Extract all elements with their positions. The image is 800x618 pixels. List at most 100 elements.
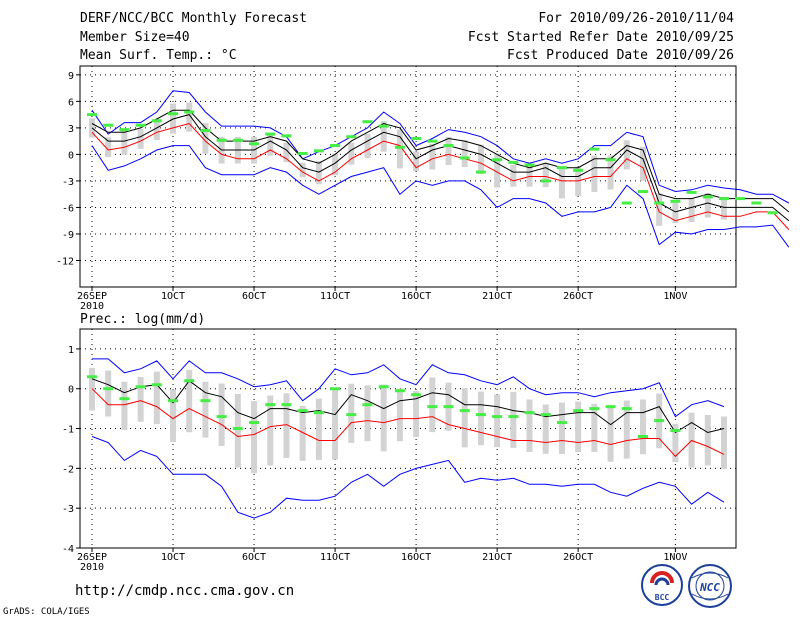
median-marker (751, 201, 762, 205)
ensemble-spread-box (332, 389, 339, 460)
ensemble-spread-box (202, 381, 209, 438)
x-tick-label: 11OCT (320, 552, 350, 563)
grads-credit: GrADS: COLA/IGES (3, 607, 90, 617)
ensemble-spread-box (153, 371, 160, 425)
ensemble-spread-box (234, 394, 241, 468)
ensemble-spread-box (153, 119, 160, 141)
median-marker (459, 409, 470, 413)
ensemble-spread-box (186, 102, 193, 132)
ensemble-spread-box (591, 155, 598, 192)
ensemble-spread-box (299, 406, 306, 461)
ensemble-spread-box (672, 423, 679, 463)
ensemble-spread-box (477, 391, 484, 446)
ensemble-spread-box (721, 416, 727, 470)
ensemble-spread-box (332, 153, 339, 176)
median-marker (281, 134, 292, 138)
forecast-period: For 2010/09/26-2010/11/04 (538, 11, 734, 26)
ensemble-spread-box (267, 133, 274, 156)
ensemble-spread-box (348, 142, 355, 165)
median-marker (735, 197, 746, 201)
y-tick-label: -6 (62, 203, 74, 214)
ensemble-spread-box (202, 123, 209, 154)
temperature-variable-label: Mean Surf. Temp.: °C (80, 48, 237, 63)
median-marker (411, 136, 422, 140)
ensemble-spread-box (510, 164, 517, 187)
median-marker (87, 113, 97, 117)
y-tick-label: -3 (62, 504, 74, 515)
x-tick-year-label: 2010 (80, 562, 104, 573)
median-marker (475, 413, 486, 417)
median-marker (232, 138, 243, 142)
median-marker (443, 405, 454, 409)
y-tick-label: -1 (62, 425, 74, 436)
ensemble-spread-box (639, 399, 646, 455)
median-marker (637, 435, 648, 439)
ensemble-spread-box (364, 385, 371, 442)
x-tick-label: 6OCT (242, 291, 266, 302)
median-marker (556, 166, 567, 170)
median-marker (103, 123, 114, 127)
ensemble-spread-box (89, 118, 95, 138)
ensemble-spread-box (105, 370, 112, 417)
median-marker (573, 168, 584, 172)
ensemble-spread-box (623, 400, 630, 459)
ensemble-spread-box (380, 384, 387, 452)
median-marker (346, 135, 357, 139)
median-marker (394, 145, 405, 149)
chart-title: DERF/NCC/BCC Monthly Forecast (80, 11, 307, 26)
x-tick-label: 1OCT (161, 291, 185, 302)
median-marker (168, 112, 179, 116)
y-tick-label: 0 (68, 385, 74, 396)
median-marker (378, 124, 389, 128)
median-marker (637, 190, 648, 194)
median-marker (103, 387, 114, 391)
median-marker (265, 132, 276, 136)
x-tick-label: 26OCT (563, 291, 593, 302)
y-tick-label: -9 (62, 230, 74, 241)
median-marker (330, 144, 341, 148)
x-tick-label: 26SEP (77, 291, 107, 302)
median-marker (686, 190, 697, 194)
median-marker (313, 149, 324, 153)
median-marker (119, 128, 130, 132)
median-marker (670, 429, 681, 433)
median-marker (573, 409, 584, 413)
ensemble-spread-box (494, 153, 501, 188)
median-marker (216, 138, 227, 142)
median-marker (767, 211, 778, 215)
ensemble-spread-box (429, 377, 436, 433)
median-marker (508, 160, 519, 164)
median-marker (556, 421, 567, 425)
median-marker (670, 199, 681, 203)
median-marker (394, 389, 405, 393)
median-marker (168, 399, 179, 403)
median-marker (621, 201, 632, 205)
ensemble-spread-box (510, 392, 517, 448)
ensemble-spread-box (137, 128, 144, 149)
ensemble-spread-box (704, 415, 711, 466)
median-marker (605, 405, 616, 409)
series-line-mean (91, 378, 725, 434)
median-marker (492, 415, 503, 419)
series-line-max (92, 358, 725, 418)
ensemble-spread-box (121, 381, 128, 430)
ensemble-spread-box (396, 129, 403, 169)
member-size: Member Size=40 (80, 30, 190, 45)
y-tick-label: 9 (68, 71, 74, 82)
ensemble-spread-box (396, 388, 403, 442)
median-marker (346, 413, 357, 417)
median-marker (184, 379, 195, 383)
median-marker (443, 144, 454, 148)
median-marker (151, 119, 162, 123)
series-line-p25 (91, 122, 790, 230)
median-marker (605, 158, 616, 162)
ensemble-spread-box (721, 196, 727, 220)
x-tick-label: 1OCT (161, 552, 185, 563)
y-tick-label: 1 (68, 345, 74, 356)
median-marker (654, 201, 665, 205)
x-tick-label: 1NOV (663, 552, 687, 563)
plot-frame (79, 65, 737, 288)
median-marker (249, 421, 260, 425)
median-marker (524, 411, 535, 415)
